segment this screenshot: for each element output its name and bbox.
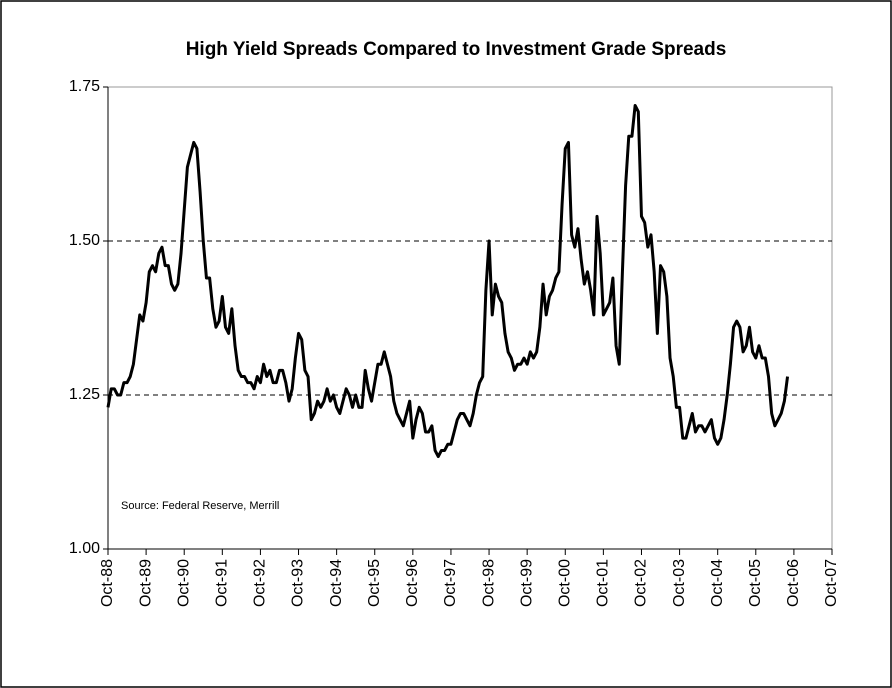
annotation: Source: Federal Reserve, Merrill: [121, 500, 279, 512]
x-tick-label: Oct-94: [328, 559, 345, 607]
y-tick-label: 1.50: [69, 232, 100, 249]
x-tick-label: Oct-03: [671, 559, 688, 607]
x-tick-label: Oct-97: [442, 559, 459, 607]
chart-title: High Yield Spreads Compared to Investmen…: [186, 39, 727, 60]
x-tick-label: Oct-99: [518, 559, 535, 607]
x-tick-label: Oct-89: [137, 559, 154, 607]
x-tick-label: Oct-96: [404, 559, 421, 607]
x-tick-label: Oct-00: [556, 559, 573, 607]
x-tick-label: Oct-05: [747, 559, 764, 607]
x-tick-label: Oct-98: [480, 559, 497, 607]
y-tick-label: 1.25: [69, 386, 100, 403]
x-tick-label: Oct-91: [214, 559, 231, 607]
x-tick-label: Oct-06: [785, 559, 802, 607]
x-tick-label: Oct-07: [823, 559, 840, 607]
y-tick-label: 1.75: [69, 78, 100, 95]
y-tick-label: 1.00: [69, 540, 100, 557]
x-tick-label: Oct-02: [633, 559, 650, 607]
x-tick-label: Oct-88: [99, 559, 116, 607]
data-line: [106, 103, 790, 459]
x-tick-label: Oct-01: [595, 559, 612, 607]
x-tick-label: Oct-92: [252, 559, 269, 607]
x-tick-label: Oct-04: [709, 559, 726, 607]
x-tick-label: Oct-95: [366, 559, 383, 607]
x-tick-label: Oct-90: [175, 559, 192, 607]
x-tick-label: Oct-93: [290, 559, 307, 607]
